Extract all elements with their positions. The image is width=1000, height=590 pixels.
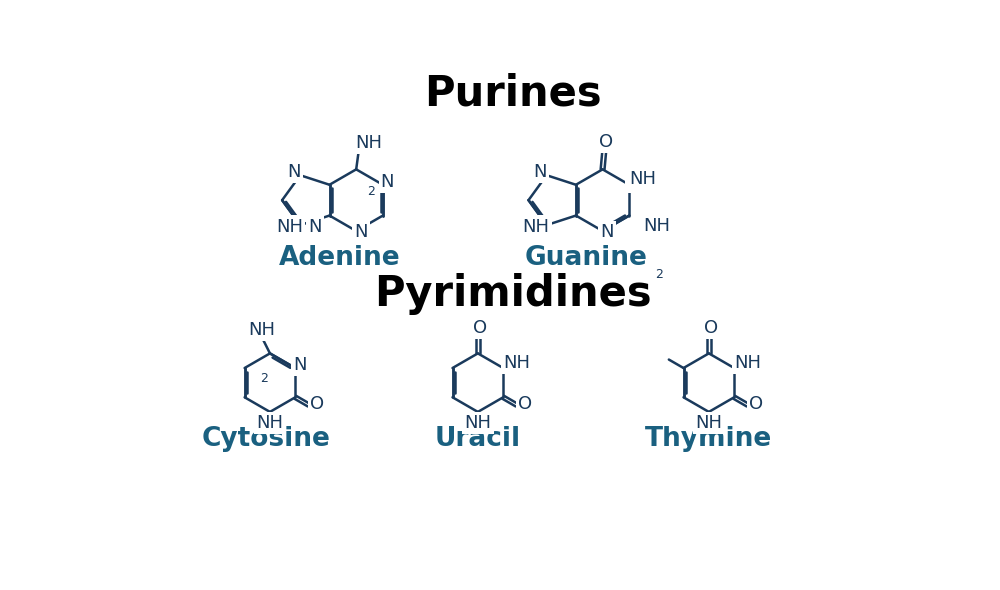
Text: N: N: [381, 173, 394, 191]
Text: Pyrimidines: Pyrimidines: [374, 273, 651, 315]
Text: NH: NH: [276, 218, 303, 235]
Text: NH: NH: [256, 414, 283, 432]
Text: O: O: [310, 395, 324, 413]
Text: Adenine: Adenine: [278, 245, 400, 271]
Text: N: N: [308, 218, 322, 236]
Text: NH: NH: [464, 414, 491, 432]
Text: NH: NH: [355, 134, 382, 152]
Text: N: N: [354, 223, 368, 241]
Text: O: O: [599, 133, 613, 150]
Text: NH: NH: [695, 414, 722, 432]
Text: NH: NH: [630, 171, 657, 188]
Text: O: O: [704, 319, 718, 337]
Text: Thymine: Thymine: [645, 426, 772, 452]
Text: Guanine: Guanine: [524, 245, 647, 271]
Text: NH: NH: [643, 217, 670, 235]
Text: O: O: [473, 319, 487, 337]
Text: N: N: [534, 163, 547, 181]
Text: NH: NH: [504, 353, 531, 372]
Text: 2: 2: [655, 268, 663, 281]
Text: 2: 2: [367, 185, 375, 198]
Text: Purines: Purines: [424, 73, 601, 115]
Text: NH: NH: [248, 322, 275, 339]
Text: NH: NH: [735, 353, 762, 372]
Text: Cytosine: Cytosine: [202, 426, 331, 452]
Text: O: O: [749, 395, 763, 413]
Text: N: N: [627, 173, 641, 191]
Text: N: N: [600, 223, 614, 241]
Text: 2: 2: [260, 372, 268, 385]
Text: N: N: [287, 163, 301, 181]
Text: N: N: [293, 356, 307, 374]
Text: NH: NH: [522, 218, 549, 235]
Text: Uracil: Uracil: [435, 426, 521, 452]
Text: O: O: [518, 395, 532, 413]
